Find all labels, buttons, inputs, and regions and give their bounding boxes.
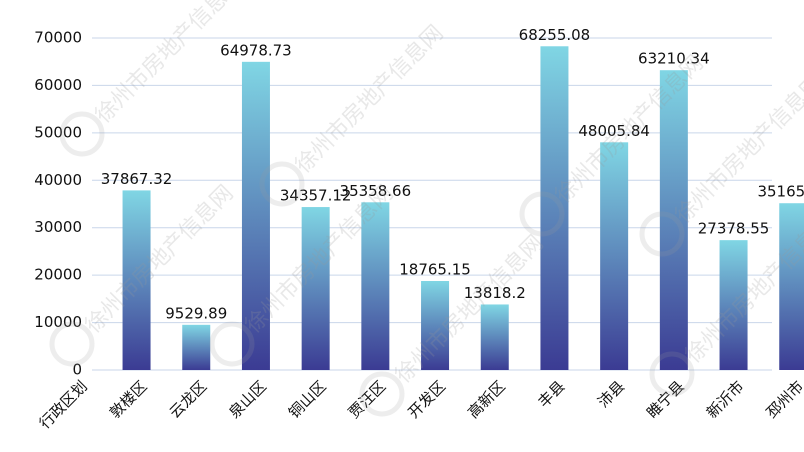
value-label: 48005.84 xyxy=(578,122,650,140)
x-tick-label: 邳州市 xyxy=(763,377,804,422)
y-tick-label: 70000 xyxy=(34,29,82,47)
y-tick-label: 60000 xyxy=(34,76,82,94)
bar xyxy=(122,190,151,370)
value-label: 18765.15 xyxy=(399,260,471,278)
watermark-logo xyxy=(649,351,695,397)
watermark-logo xyxy=(519,191,565,237)
x-tick-label: 睢宁县 xyxy=(643,377,688,422)
y-tick-label: 40000 xyxy=(34,171,82,189)
x-tick-label: 高新区 xyxy=(464,377,509,422)
y-tick-label: 10000 xyxy=(34,313,82,331)
bar xyxy=(301,207,330,370)
value-label: 9529.89 xyxy=(165,304,227,322)
bar xyxy=(600,142,629,370)
x-tick-label: 新沂市 xyxy=(703,377,748,422)
value-label: 35358.66 xyxy=(340,182,412,200)
value-label: 64978.73 xyxy=(220,41,292,59)
bar xyxy=(241,61,270,371)
bar xyxy=(361,202,390,370)
value-label: 37867.32 xyxy=(101,170,173,188)
value-label: 68255.08 xyxy=(519,26,591,44)
watermark: 徐州市房地产信息网 xyxy=(391,231,549,389)
x-tick-label: 丰县 xyxy=(535,377,569,411)
x-tick-label: 敦楼区 xyxy=(106,377,151,422)
value-label: 27378.55 xyxy=(698,220,770,238)
bar xyxy=(719,240,748,370)
bar xyxy=(540,46,569,370)
bar xyxy=(421,280,450,370)
watermark: 徐州市房地产信息网 xyxy=(291,21,449,179)
watermark-logo xyxy=(359,371,405,417)
x-tick-label: 云龙区 xyxy=(166,377,211,422)
bar xyxy=(182,324,211,370)
watermark-logo xyxy=(59,111,105,157)
y-tick-label: 30000 xyxy=(34,218,82,236)
bar xyxy=(480,304,509,370)
x-tick-label: 沛县 xyxy=(594,377,628,411)
y-tick-label: 20000 xyxy=(34,266,82,284)
y-tick-label: 50000 xyxy=(34,123,82,141)
watermark: 徐州市房地产信息网 xyxy=(91,0,249,128)
y-tick-label: 0 xyxy=(72,361,82,379)
x-tick-label: 泉山区 xyxy=(225,377,270,422)
x-tick-label: 铜山区 xyxy=(285,377,330,422)
watermark-logo xyxy=(209,321,255,367)
watermark-logo xyxy=(259,161,305,207)
value-label: 34357.12 xyxy=(280,187,352,205)
bar xyxy=(779,203,804,370)
bar xyxy=(659,70,688,370)
value-label: 63210.34 xyxy=(638,50,710,68)
watermark-logo xyxy=(49,321,95,367)
x-tick-label: 行政区划 xyxy=(36,377,91,432)
value-label: 35165.12 xyxy=(757,183,804,201)
value-label: 13818.2 xyxy=(464,284,526,302)
watermark-logo xyxy=(639,211,685,257)
